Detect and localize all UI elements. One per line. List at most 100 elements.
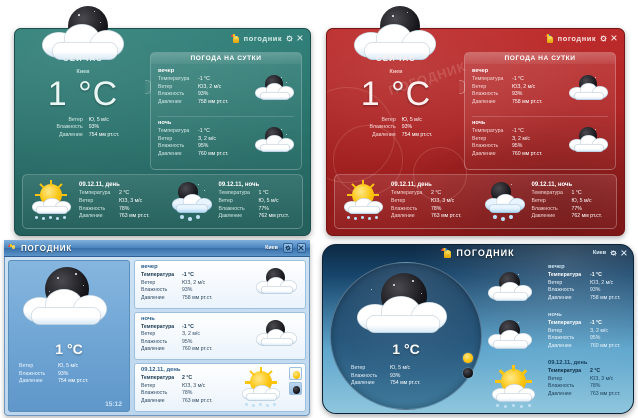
close-icon[interactable] <box>297 35 303 41</box>
daypart-toggle-group[interactable] <box>462 352 474 379</box>
night-cloudy-icon <box>488 320 534 350</box>
toggle-night[interactable] <box>289 382 302 396</box>
detail-row-wind: Ветер Ю, 5 м/с <box>68 116 109 123</box>
city-label: Киев <box>76 69 90 75</box>
app-logo-icon <box>441 247 452 259</box>
close-icon <box>298 245 304 251</box>
sun-cloud-snow-icon <box>342 179 386 222</box>
weather-widget-teal[interactable]: погодник СЕЙЧАС Киев 1 °C Ветер Ю, 5 м/с… <box>14 6 311 236</box>
sun-cloud-snow-icon <box>239 367 283 410</box>
forecast-night-item[interactable]: 09.12.11, ночь Температура 1 °C Ветер Ю, 5… <box>476 175 617 228</box>
current-temperature: 1 °C <box>47 75 119 113</box>
night-cloudy-icon <box>569 127 609 153</box>
current-temperature: 1 °C <box>360 75 432 113</box>
two-day-forecast-bar: 09.12.11, день Температура 2 °C Ветер ЮЗ, … <box>22 174 303 229</box>
current-conditions: СЕЙЧАС Киев 1 °C Ветер Ю, 5 м/с Влажность… <box>334 54 458 139</box>
forecast-day-item[interactable]: 09.12.11, день Температура 2 °C Ветер ЮЗ, … <box>335 175 476 228</box>
toggle-night[interactable] <box>462 367 474 379</box>
app-logo-icon <box>230 34 240 43</box>
now-label: СЕЙЧАС <box>63 54 103 63</box>
panel-notch <box>459 80 465 94</box>
toggle-day[interactable] <box>462 352 474 364</box>
evening-card: вечер Температура -1 °C Ветер ЮЗ, 2 м/с Вл… <box>134 260 306 309</box>
night-cloudy-icon <box>488 272 534 302</box>
toggle-day[interactable] <box>289 367 302 381</box>
forecast-day-title: 09.12.11, день <box>79 182 120 189</box>
now-label: СЕЙЧАС <box>376 54 416 63</box>
settings-button[interactable] <box>283 243 293 253</box>
day-panel-title: ПОГОДА НА СУТКИ <box>151 53 301 64</box>
current-details: Ветер Ю, 5 м/с Влажность 93% Давление 754 м… <box>351 365 421 387</box>
detail-row-humidity: Влажность 93% <box>56 124 100 131</box>
app-logo-icon <box>8 243 18 270</box>
close-button[interactable] <box>296 243 306 253</box>
titlebar: ПОГОДНИК Киев <box>322 244 634 262</box>
city-label: Киев <box>389 69 403 75</box>
night-cloudy-icon <box>569 75 609 101</box>
weather-widget-dark-blue[interactable]: ПОГОДНИК Киев 1 °C Ветер Ю, 5 м/с Влажнос… <box>322 244 634 414</box>
evening-block: вечер Температура -1 °C Ветер ЮЗ, 2 м/с Вл… <box>465 64 615 116</box>
night-card: ночь Температура -1 °C Ветер З, 2 м/с Влаж… <box>134 311 306 361</box>
evening-block: вечер Температура -1 °C Ветер ЮЗ, 2 м/с Вл… <box>151 64 301 116</box>
panel-notch <box>145 80 151 94</box>
night-cloudy-hero-icon <box>38 6 134 62</box>
two-day-forecast-bar: 09.12.11, день Температура 2 °C Ветер ЮЗ, … <box>334 174 617 229</box>
gear-icon[interactable] <box>610 249 618 257</box>
night-cloudy-hero-icon <box>23 267 115 339</box>
current-details: Ветер Ю, 5 м/с Влажность 93% Давление 754 м… <box>369 116 433 138</box>
evening-row: вечер Температура -1 °C Ветер ЮЗ, 2 м/с Вл… <box>486 264 626 312</box>
gear-icon[interactable] <box>600 35 608 43</box>
detail-row-pressure: Давление 754 мм рт.ст. <box>59 131 120 138</box>
titlebar[interactable]: ПОГОДНИК Киев <box>4 240 310 270</box>
forecast-day-title: 09.12.11, день <box>548 360 588 366</box>
night-cloudy-icon <box>255 127 295 153</box>
app-title: ПОГОДНИК <box>21 243 73 253</box>
forecast-night-title: 09.12.11, ночь <box>218 182 260 189</box>
current-details: Ветер Ю, 5 м/с Влажность 93% Давление 754 м… <box>19 363 89 385</box>
forecast-day-item[interactable]: 09.12.11, день Температура 2 °C Ветер ЮЗ, … <box>23 175 163 228</box>
current-temperature: 1 °C <box>55 341 83 357</box>
current-temperature: 1 °C <box>392 341 420 357</box>
day-forecast-panel: ПОГОДА НА СУТКИ вечер Температура -1 °C В… <box>464 52 616 170</box>
night-cloud-snow-icon <box>483 181 527 222</box>
night-row: ночь Температура -1 °C Ветер З, 2 м/с Влаж… <box>486 312 626 360</box>
night-cloudy-hero-icon <box>350 6 446 62</box>
current-conditions: СЕЙЧАС Киев 1 °C Ветер Ю, 5 м/с Влажност… <box>22 54 144 139</box>
weather-widget-red[interactable]: ПОГОДНИК погодник СЕЙЧАС Киев 1 °C Ветер… <box>326 6 625 236</box>
close-icon[interactable] <box>611 35 617 41</box>
titlebar: погодник <box>544 34 617 43</box>
night-cloudy-icon <box>256 319 298 348</box>
close-icon[interactable] <box>621 250 627 256</box>
forecast-day-title: 09.12.11, день <box>141 367 181 374</box>
night-cloud-snow-icon <box>170 181 214 222</box>
night-cloudy-hero-icon <box>357 273 457 347</box>
forecast-day-title: 09.12.11, день <box>391 182 432 189</box>
app-title: ПОГОДНИК <box>456 248 515 258</box>
weather-widget-light-blue[interactable]: ПОГОДНИК Киев 1 °C Ветер Ю, 5 <box>4 240 310 416</box>
app-title: погодник <box>557 34 597 43</box>
forecast-night-title: 09.12.11, ночь <box>531 182 573 189</box>
app-title: погодник <box>243 34 283 43</box>
current-conditions-circle: 1 °C Ветер Ю, 5 м/с Влажность 93% Давление… <box>330 262 482 410</box>
gear-icon <box>284 245 291 251</box>
night-cloudy-icon <box>256 268 298 296</box>
sun-cloud-snow-icon <box>30 179 74 222</box>
forecast-day-row: 09.12.11, день Температура 2 °C Ветер ЮЗ, … <box>486 360 626 410</box>
sun-cloud-snow-icon <box>488 365 540 410</box>
night-cloudy-icon <box>255 75 295 101</box>
day-forecast-panel: ПОГОДА НА СУТКИ вечер Температура -1 °C В… <box>150 52 302 170</box>
city-label: Киев <box>265 245 278 251</box>
app-logo-icon <box>544 34 554 43</box>
clock-label: 15:12 <box>105 401 122 408</box>
current-details: Ветер Ю, 5 м/с Влажность 93% Давление 75… <box>47 116 120 140</box>
current-conditions-card: 1 °C Ветер Ю, 5 м/с Влажность 93% Давление… <box>8 260 130 412</box>
titlebar: погодник <box>230 34 303 43</box>
daypart-toggle-group[interactable] <box>288 367 303 408</box>
forecast-night-item[interactable]: 09.12.11, ночь Температура 1 °C Ветер Ю, 5… <box>163 175 303 228</box>
day-panel-title: ПОГОДА НА СУТКИ <box>465 53 615 64</box>
night-block: ночь Температура -1 °C Ветер З, 2 м/с Влаж… <box>465 116 615 168</box>
gear-icon[interactable] <box>286 35 294 43</box>
forecast-day-card: 09.12.11, день Температура 2 °C Ветер ЮЗ, … <box>134 363 306 413</box>
city-label: Киев <box>592 249 607 256</box>
night-block: ночь Температура -1 °C Ветер З, 2 м/с Влаж… <box>151 116 301 168</box>
